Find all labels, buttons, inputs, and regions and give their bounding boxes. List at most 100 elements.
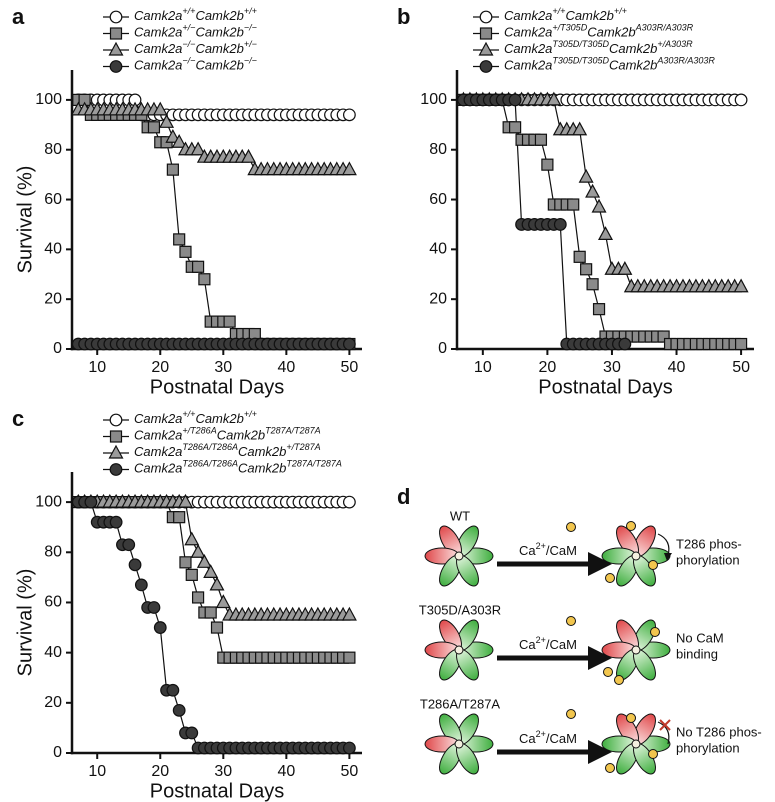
data-point — [657, 330, 670, 343]
y-tick-label: 40 — [429, 241, 447, 258]
x-tick-label: 50 — [732, 359, 750, 376]
legend-marker — [109, 27, 123, 40]
superscript: +/+ — [182, 409, 195, 419]
data-point — [109, 515, 123, 529]
data-point — [241, 148, 257, 163]
calmodulin — [648, 560, 658, 570]
data-point — [342, 741, 356, 755]
y-tick-label: 80 — [429, 141, 447, 158]
data-point — [179, 245, 192, 258]
legend-marker — [108, 444, 124, 459]
y-tick-label: 0 — [53, 744, 62, 761]
data-point — [147, 601, 161, 614]
calmodulin — [626, 713, 636, 723]
data-point — [204, 606, 217, 619]
text-part: /CaM — [546, 637, 577, 652]
kinase — [424, 525, 494, 587]
stimulus-label: Ca2+/CaM — [519, 635, 577, 652]
data-point — [122, 538, 136, 552]
x-tick-label: 10 — [88, 359, 106, 376]
text-part: Ca — [519, 543, 536, 558]
text-part: Ca — [519, 637, 536, 652]
calmodulin — [650, 627, 660, 637]
data-point — [341, 606, 357, 621]
legend-text: Camk2aT286A/T286ACamk2bT287A/T287A — [134, 459, 342, 476]
data-point — [733, 278, 749, 293]
superscript: −/− — [244, 56, 257, 66]
superscript: +/− — [244, 39, 257, 49]
outcome-text: phorylation — [676, 552, 740, 567]
data-point — [567, 198, 580, 211]
text-part: Camk2a — [134, 8, 182, 23]
data-point — [191, 260, 205, 273]
hub — [454, 645, 464, 655]
data-point — [586, 278, 599, 291]
data-point — [541, 158, 554, 171]
data-point — [580, 263, 593, 276]
superscript: +/+ — [244, 409, 257, 419]
data-point — [84, 495, 98, 509]
data-point — [617, 261, 633, 275]
calmodulin — [566, 616, 576, 626]
data-point — [343, 651, 356, 664]
data-point — [509, 121, 522, 134]
calmodulin — [626, 521, 636, 531]
panel-label: d — [397, 484, 410, 509]
data-point — [734, 337, 748, 351]
y-tick-label: 60 — [429, 191, 447, 208]
y-tick-label: 0 — [438, 340, 447, 357]
data-point — [592, 303, 606, 316]
text-part: Camk2b — [587, 25, 635, 40]
x-tick-label: 10 — [474, 359, 492, 376]
stimulus-label: Ca2+/CaM — [519, 541, 577, 558]
superscript: T305D/T305D — [552, 39, 609, 49]
superscript: +/T287A — [286, 442, 320, 452]
data-point — [734, 93, 748, 107]
data-point — [597, 226, 614, 241]
superscript: −/− — [182, 39, 195, 49]
outcome-text: T286 phos- — [676, 536, 742, 551]
y-tick-label: 100 — [35, 91, 62, 108]
data-point — [173, 233, 186, 246]
x-tick-label: 40 — [277, 763, 295, 780]
text-part: Camk2b — [238, 444, 286, 459]
data-point — [171, 133, 187, 148]
superscript: 2+ — [536, 729, 546, 739]
y-tick-label: 80 — [44, 544, 62, 561]
kinase — [601, 713, 671, 775]
y-tick-label: 20 — [429, 290, 447, 307]
x-tick-label: 30 — [214, 359, 232, 376]
data-point — [342, 108, 356, 122]
superscript: A303R/A303R — [656, 56, 715, 66]
superscript: +/+ — [614, 6, 627, 16]
legend-text: Camk2aT305D/T305DCamk2bA303R/A303R — [504, 56, 715, 73]
data-point — [203, 564, 219, 578]
panel-label: b — [397, 4, 410, 29]
data-point — [573, 250, 586, 263]
text-part: /CaM — [546, 543, 577, 558]
legend-marker — [478, 41, 494, 56]
panel-label: a — [12, 4, 25, 29]
kinase — [424, 713, 494, 775]
superscript: 2+ — [536, 541, 546, 551]
y-axis-label: Survival (%) — [14, 569, 36, 677]
x-tick-label: 10 — [88, 763, 106, 780]
y-tick-label: 40 — [44, 241, 62, 258]
calmodulin — [605, 763, 615, 773]
text-part: Camk2b — [195, 58, 243, 73]
superscript: +/T305D — [552, 23, 587, 33]
data-point — [223, 315, 236, 328]
calmodulin — [648, 749, 658, 759]
y-tick-label: 100 — [420, 91, 447, 108]
data-point — [341, 161, 357, 176]
text-part: Camk2b — [609, 58, 657, 73]
legend-text: Camk2a+/+Camk2b+/+ — [134, 6, 257, 23]
legend-text: Camk2a+/+Camk2b+/+ — [134, 409, 257, 426]
text-part: Camk2a — [134, 461, 182, 476]
data-point — [198, 273, 211, 286]
text-part: Camk2b — [609, 41, 657, 56]
text-part: Camk2a — [504, 41, 552, 56]
superscript: T286A/T286A — [182, 459, 238, 469]
x-axis-label: Postnatal Days — [150, 780, 285, 802]
arrow-head — [588, 646, 612, 670]
